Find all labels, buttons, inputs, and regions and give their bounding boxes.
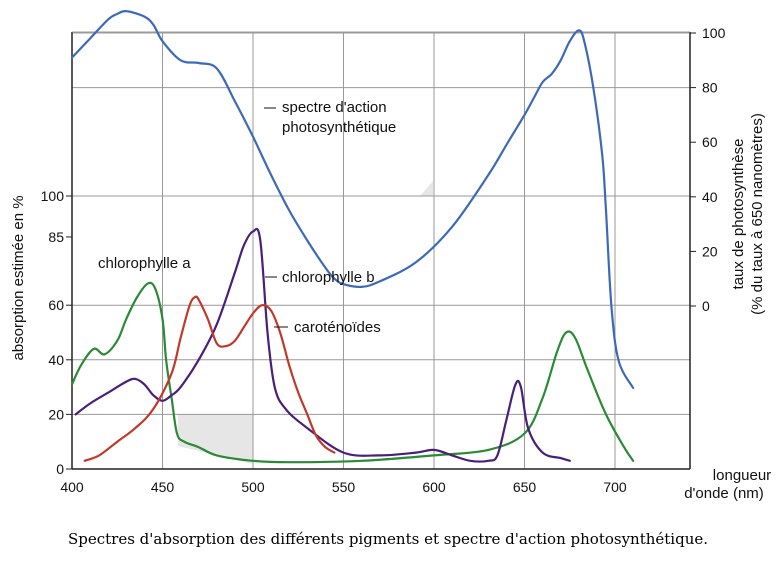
curves [70, 10, 635, 464]
y-right-tick-label: 60 [702, 134, 718, 150]
action-spectrum-label-line1: spectre d'action [282, 99, 387, 116]
x-tick-label: 450 [151, 479, 175, 495]
y-right-axis-label-line2: (% du taux à 650 nanomètres) [749, 113, 766, 315]
y-right-tick-label: 80 [702, 80, 718, 96]
shaded-area-group [178, 181, 433, 464]
y-right-tick-label: 100 [702, 25, 726, 41]
chlorophylle-b-label: chlorophylle b [282, 269, 375, 286]
y-right-tick-label: 20 [702, 243, 718, 259]
grid [72, 32, 690, 469]
x-tick-label: 550 [332, 479, 356, 495]
curve-carotenoides [83, 295, 336, 462]
axes [71, 31, 691, 470]
y-right-tick-label: 0 [702, 298, 710, 314]
chlorophylle-a-label: chlorophylle a [98, 255, 191, 272]
shaded-area-action [420, 181, 433, 196]
x-tick-labels: 400 450 500 550 600 650 700 [60, 479, 627, 495]
x-tick-label: 500 [241, 479, 265, 495]
y-left-tick-labels: 0 20 40 60 85 100 [41, 188, 72, 477]
y-right-axis-label-line1: taux de photosynthèse [730, 139, 747, 290]
y-left-tick-label: 40 [48, 352, 64, 368]
y-right-tick-label: 40 [702, 189, 718, 205]
figure-caption: Spectres d'absorption des différents pig… [67, 530, 709, 548]
y-left-tick-label: 100 [41, 188, 65, 204]
carotenoides-label: caroténoïdes [294, 319, 381, 336]
x-tick-label: 700 [603, 479, 627, 495]
x-axis-label-line2: d'onde (nm) [684, 485, 764, 502]
curve-chlorophylle-b [74, 227, 571, 463]
y-left-tick-label: 60 [48, 297, 64, 313]
curve-chlorophylle-a [70, 281, 635, 464]
x-tick-label: 650 [513, 479, 537, 495]
y-left-axis-label: absorption estimée en % [10, 195, 27, 360]
x-tick-label: 600 [422, 479, 446, 495]
curve-action-spectrum [70, 10, 635, 389]
y-right-tick-labels: 0 20 40 60 80 100 [690, 25, 726, 314]
y-left-tick-label: 85 [48, 229, 64, 245]
action-spectrum-label-line2: photosynthétique [282, 119, 396, 136]
shaded-area-absorption [178, 414, 253, 464]
y-left-tick-label: 0 [56, 461, 64, 477]
y-left-tick-label: 20 [48, 406, 64, 422]
chart: 400 450 500 550 600 650 700 0 20 40 60 85 100 0 20 40… [10, 10, 771, 502]
x-axis-label-line1: longueur [713, 467, 771, 484]
x-tick-label: 400 [60, 479, 84, 495]
